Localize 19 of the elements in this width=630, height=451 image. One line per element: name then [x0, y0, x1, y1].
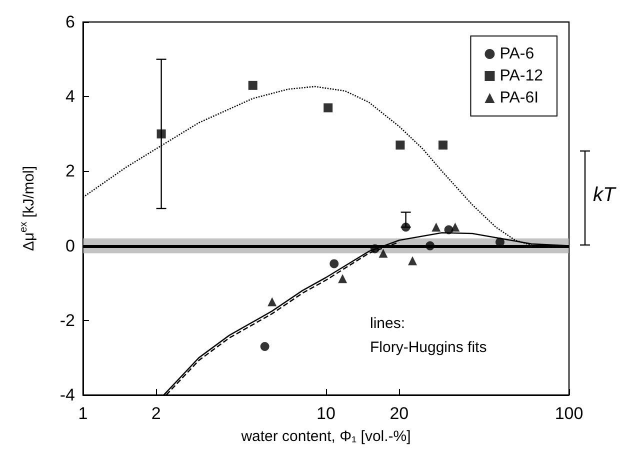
annotation: lines: [370, 315, 406, 332]
y-tick-label: 2 [66, 162, 75, 181]
y-axis-title: Δμex [kJ/mol] [18, 166, 38, 252]
y-tick-label: -4 [60, 386, 75, 404]
annotation: Flory-Huggins fits [370, 339, 487, 356]
legend-label: PA-12 [500, 68, 544, 84]
x-tick-label: 20 [390, 404, 409, 423]
x-tick-label: 2 [151, 404, 161, 423]
x-tick-label: 1 [78, 404, 88, 423]
y-tick-label: 4 [66, 87, 75, 106]
legend-label: PA-6 [500, 46, 534, 62]
x-axis-title: water content, Φ₁ [vol.-%] [240, 428, 411, 445]
y-tick-label: 0 [66, 236, 75, 256]
x-tick-label: 10 [316, 404, 336, 423]
legend-label: PA-6I [500, 90, 539, 106]
y-tick-label: -2 [60, 310, 75, 330]
text: kT [593, 184, 617, 206]
y-tick-label: 6 [66, 12, 75, 32]
x-tick-label: 100 [554, 404, 584, 423]
